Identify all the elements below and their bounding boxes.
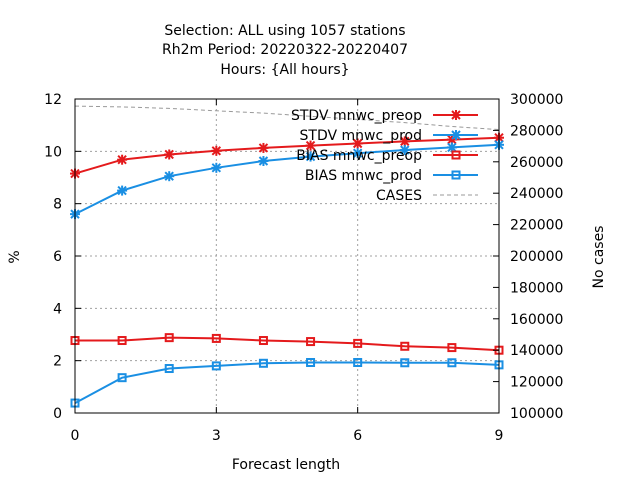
y2-tick-label: 200000 xyxy=(510,249,563,265)
legend-label: BIAS mnwc_preop xyxy=(296,148,422,164)
data-point xyxy=(353,357,363,367)
x-tick-label: 3 xyxy=(212,428,221,444)
data-point xyxy=(306,337,316,347)
data-point xyxy=(451,110,461,120)
grid xyxy=(75,99,499,413)
legend-label: STDV mnwc_prod xyxy=(300,128,422,144)
legend-label: BIAS mnwc_prod xyxy=(305,168,422,184)
data-point xyxy=(447,358,457,368)
data-point xyxy=(451,170,461,180)
data-point xyxy=(164,333,174,343)
data-point xyxy=(399,136,410,147)
data-point xyxy=(451,150,461,160)
data-point xyxy=(306,357,316,367)
data-point xyxy=(258,156,269,167)
title-line-selection: Selection: ALL using 1057 stations xyxy=(164,23,405,39)
series-line xyxy=(74,361,500,404)
y2-tick-label: 180000 xyxy=(510,280,563,296)
data-point xyxy=(211,361,221,371)
data-point xyxy=(211,333,221,343)
legend-label: STDV mnwc_preop xyxy=(291,108,422,124)
y-tick-label: 0 xyxy=(53,406,62,422)
title-line-hours: Hours: {All hours} xyxy=(220,62,349,78)
y-tick-label: 12 xyxy=(44,92,62,108)
x-axis-label: Forecast length xyxy=(232,457,340,473)
data-point xyxy=(305,140,316,151)
series-line xyxy=(74,105,500,131)
x-tick-label: 0 xyxy=(71,428,80,444)
y-axis-label: % xyxy=(7,250,23,263)
data-point xyxy=(451,130,461,140)
series-layer xyxy=(70,105,504,408)
y-tick-label: 8 xyxy=(53,197,62,213)
data-point xyxy=(353,338,363,348)
data-point xyxy=(117,336,127,346)
y2-tick-label: 100000 xyxy=(510,406,563,422)
y2-tick-label: 280000 xyxy=(510,123,563,139)
data-point xyxy=(352,138,363,149)
y2-tick-label: 240000 xyxy=(510,186,563,202)
y-tick-label: 10 xyxy=(44,144,62,160)
y2-tick-label: 140000 xyxy=(510,343,563,359)
data-point xyxy=(352,148,363,159)
data-point xyxy=(164,364,174,374)
data-point xyxy=(305,151,316,162)
y2-tick-label: 160000 xyxy=(510,312,563,328)
data-point xyxy=(447,343,457,353)
y2-tick-label: 300000 xyxy=(510,92,563,108)
data-point xyxy=(211,145,222,156)
y2-axis-label: No cases xyxy=(591,226,607,289)
y-tick-label: 2 xyxy=(53,354,62,370)
data-point xyxy=(258,336,268,346)
data-point xyxy=(258,142,269,153)
y2-tick-label: 220000 xyxy=(510,218,563,234)
data-point xyxy=(164,149,175,160)
data-point xyxy=(117,185,128,196)
legend: STDV mnwc_preop STDV mnwc_prod BIAS mnwc_p… xyxy=(291,108,478,204)
x-tick-label: 6 xyxy=(353,428,362,444)
axis-ticks: 0 3 6 9 0 2 4 6 8 10 12 100000 120000 140000 160000 180… xyxy=(44,92,563,444)
y2-tick-label: 120000 xyxy=(510,375,563,391)
title-line-period: Rh2m Period: 20220322-20220407 xyxy=(162,42,408,58)
series-line xyxy=(75,336,500,352)
data-point xyxy=(399,145,410,156)
data-point xyxy=(258,358,268,368)
series-line xyxy=(74,136,500,175)
legend-label: CASES xyxy=(376,188,422,204)
data-point xyxy=(164,171,175,182)
data-point xyxy=(117,154,128,165)
series-line xyxy=(74,143,500,215)
chart-title: Selection: ALL using 1057 stations Rh2m … xyxy=(162,23,408,78)
x-tick-label: 9 xyxy=(495,428,504,444)
data-point xyxy=(117,373,127,383)
data-point xyxy=(400,341,410,351)
y-tick-label: 4 xyxy=(53,301,62,317)
y-tick-label: 6 xyxy=(53,249,62,265)
data-point xyxy=(400,358,410,368)
y2-tick-label: 260000 xyxy=(510,155,563,171)
data-point xyxy=(211,162,222,173)
